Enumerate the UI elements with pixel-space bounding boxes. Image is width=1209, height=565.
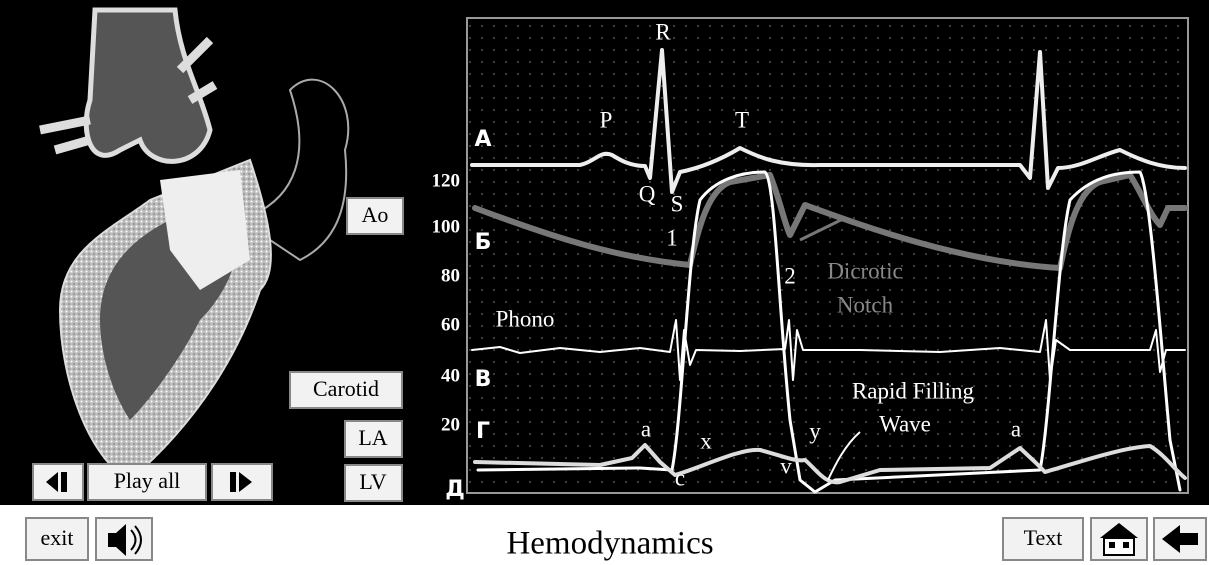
y-tick-label: 40 — [441, 365, 460, 386]
next-button[interactable] — [212, 464, 272, 500]
annotation: 2 — [784, 263, 796, 288]
y-tick-label: 60 — [441, 314, 460, 335]
y-tick-label: 100 — [432, 216, 461, 237]
annotation: Notch — [837, 292, 894, 317]
trace-label: В — [475, 367, 492, 392]
annotation: Dicrotic — [827, 258, 902, 283]
annotation: v — [780, 453, 792, 478]
carotid-button[interactable]: Carotid — [290, 372, 402, 408]
play-all-button[interactable]: Play all — [88, 464, 206, 500]
button-label: Text — [1024, 525, 1063, 550]
trace-label: Г — [476, 419, 490, 444]
text-button[interactable]: Text — [1003, 518, 1083, 560]
la-button[interactable]: LA — [345, 421, 402, 457]
prev-button[interactable] — [33, 464, 83, 500]
exit-button[interactable]: exit — [26, 518, 88, 560]
ao-button[interactable]: Ao — [347, 198, 403, 234]
annotation: S — [671, 191, 684, 216]
annotation: T — [735, 107, 749, 132]
button-label: exit — [41, 525, 74, 550]
annotation: a — [641, 416, 651, 441]
home-button[interactable] — [1091, 518, 1147, 560]
annotation: Q — [639, 181, 656, 206]
trace-label: А — [474, 127, 491, 152]
annotation: Wave — [879, 411, 931, 436]
button-label: Carotid — [313, 376, 379, 401]
annotation: 1 — [666, 225, 678, 250]
annotation: x — [700, 428, 712, 453]
y-tick-label: 120 — [432, 170, 461, 191]
annotation: a — [1011, 416, 1021, 441]
annotation: R — [655, 19, 671, 44]
y-tick-label: 80 — [441, 265, 460, 286]
lv-button[interactable]: LV — [345, 465, 402, 501]
trace-label: Б — [475, 230, 492, 255]
y-tick-label: 20 — [441, 414, 460, 435]
button-label: LA — [358, 425, 387, 450]
annotation: P — [600, 107, 613, 132]
plot-grid — [469, 20, 1186, 491]
annotation: c — [675, 465, 685, 490]
button-label: LV — [359, 469, 386, 494]
sound-button[interactable] — [96, 518, 152, 560]
annotation: y — [809, 418, 821, 443]
annotation: Phono — [496, 306, 555, 331]
app-window: 120 100 80 60 40 20 А Б В Г Д P R T Q S … — [0, 0, 1209, 565]
button-label: Ao — [362, 202, 389, 227]
annotation: Rapid Filling — [852, 378, 975, 403]
back-button[interactable] — [1154, 518, 1206, 560]
button-label: Play all — [114, 468, 181, 493]
trace-label: Д — [445, 477, 465, 502]
screen-title: Hemodynamics — [506, 526, 713, 562]
